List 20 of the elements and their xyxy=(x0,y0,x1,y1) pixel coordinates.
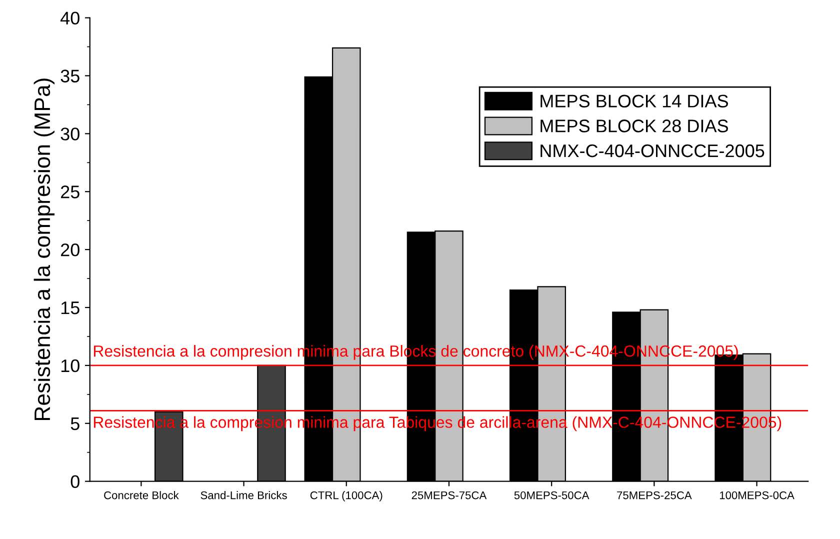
x-tick-label: CTRL (100CA) xyxy=(310,491,382,502)
y-axis-title: Resistencia a la compresion (MPa) xyxy=(34,78,55,420)
x-tick-label: Sand-Lime Bricks xyxy=(200,491,287,500)
y-tick-label: 15 xyxy=(61,302,80,314)
y-tick-label: 35 xyxy=(60,70,80,82)
y-tick-label: 30 xyxy=(60,128,80,140)
x-tick-label: 25MEPS-75CA xyxy=(412,491,487,500)
x-tick-label: 100MEPS-0CA xyxy=(720,491,794,500)
y-tick-label: 5 xyxy=(70,418,80,430)
y-tick-label: 25 xyxy=(60,186,80,198)
x-tick-label: 75MEPS-25CA xyxy=(617,491,692,500)
x-tick-label: 50MEPS-50CA xyxy=(514,491,590,500)
legend-label: NMX-C-404-ONNCCE-2005 xyxy=(540,144,764,158)
y-tick-label: 10 xyxy=(61,359,80,372)
legend-label: MEPS BLOCK 28 DIAS xyxy=(540,120,728,132)
x-tick-label: Concrete Block xyxy=(104,491,179,500)
y-tick-label: 40 xyxy=(60,12,80,25)
y-tick-label: 20 xyxy=(60,243,80,256)
legend-label: MEPS BLOCK 14 DIAS xyxy=(540,94,728,108)
y-tick-label: 0 xyxy=(70,475,80,488)
